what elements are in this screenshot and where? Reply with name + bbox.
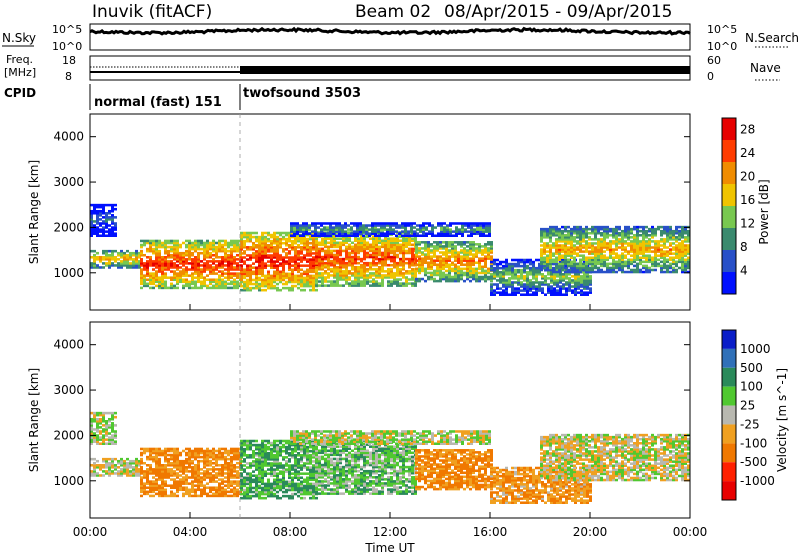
- nave-tick-top: 60: [707, 54, 721, 67]
- velocity-cbar-label: Velocity [m s^-1]: [775, 368, 789, 472]
- y-tick-label: 4000: [53, 130, 84, 144]
- velocity-colorbar-tick: -100: [740, 436, 767, 450]
- power-colorbar-swatch: [722, 206, 736, 228]
- cpid-segment-2: twofsound 3503: [243, 86, 361, 101]
- nsky-tick-bottom: 10^0: [52, 40, 82, 53]
- velocity-colorbar-tick: -25: [740, 417, 760, 431]
- velocity-colorbar-swatch: [722, 386, 736, 406]
- velocity-colorbar-swatch: [722, 367, 736, 387]
- freq-tick-top: 18: [62, 54, 76, 67]
- power-colorbar-tick: 20: [740, 170, 755, 184]
- nsky-tick-top: 10^5: [52, 23, 82, 36]
- velocity-colorbar-swatch: [722, 330, 736, 349]
- power-colorbar-tick: 4: [740, 264, 748, 278]
- nsky-trace: [89, 26, 691, 36]
- y-tick-label: 1000: [53, 474, 84, 488]
- velocity-colorbar-tick: 500: [740, 361, 763, 375]
- power-colorbar-tick: 28: [740, 123, 755, 137]
- velocity-colorbar-tick: 25: [740, 399, 755, 413]
- freq-unit: [MHz]: [4, 66, 36, 79]
- x-tick-label: 20:00: [573, 525, 608, 539]
- x-axis-label: Time UT: [364, 541, 415, 554]
- power-colorbar-swatch: [722, 140, 736, 162]
- cpid-label: CPID: [4, 86, 36, 100]
- velocity-colorbar-swatch: [722, 405, 736, 425]
- velocity-panel: 1000 2000 3000 4000 Slant Range [km] 1000 50…: [27, 304, 789, 554]
- nsearch-label: N.Search: [745, 31, 799, 45]
- velocity-colorbar-tick: 100: [740, 380, 763, 394]
- velocity-echoes: [90, 411, 690, 504]
- station-title: Inuvik (fitACF): [92, 2, 212, 22]
- power-colorbar-tick: 12: [740, 217, 755, 231]
- date-range: 08/Apr/2015 - 09/Apr/2015: [444, 2, 672, 22]
- freq-label: Freq.: [6, 53, 33, 66]
- power-colorbar-swatch: [722, 250, 736, 272]
- nsearch-tick-top: 10^5: [707, 23, 737, 36]
- nave-tick-bottom: 0: [707, 70, 714, 83]
- x-tick-label: 12:00: [373, 525, 408, 539]
- velocity-colorbar-swatch: [722, 348, 736, 368]
- power-colorbar-tick: 8: [740, 240, 748, 254]
- power-panel: 1000 2000 3000 4000 Slant Range [km] 4 8 12 16…: [27, 113, 771, 311]
- y-tick-label: 1000: [53, 266, 84, 280]
- x-tick-label: 00:00: [673, 525, 708, 539]
- power-colorbar-swatch: [722, 272, 736, 294]
- power-colorbar-swatch: [722, 162, 736, 184]
- freq-trace-twofsound: [240, 66, 690, 74]
- nsearch-tick-bottom: 10^0: [707, 40, 737, 53]
- nsky-panel: N.Sky 10^5 10^0 10^5 10^0 N.Search: [2, 23, 799, 53]
- y-tick-label: 2000: [53, 220, 84, 234]
- y-tick-label: 2000: [53, 428, 84, 442]
- power-colorbar-tick: 24: [740, 146, 755, 160]
- power-colorbar-swatch: [722, 118, 736, 140]
- power-echoes: [90, 203, 690, 296]
- velocity-ylabel: Slant Range [km]: [27, 368, 41, 472]
- velocity-colorbar-swatch: [722, 462, 736, 482]
- freq-panel: Freq. [MHz] 18 8 60 0 Nave: [4, 53, 781, 83]
- y-tick-label: 3000: [53, 175, 84, 189]
- y-tick-label: 3000: [53, 383, 84, 397]
- power-colorbar-swatch: [722, 184, 736, 206]
- velocity-colorbar-swatch: [722, 424, 736, 444]
- power-colorbar-swatch: [722, 228, 736, 250]
- velocity-colorbar-swatch: [722, 443, 736, 463]
- x-tick-label: 00:00: [73, 525, 108, 539]
- velocity-colorbar-tick: -500: [740, 455, 767, 469]
- cpid-segment-1: normal (fast) 151: [94, 95, 222, 110]
- x-tick-label: 08:00: [273, 525, 308, 539]
- power-ylabel: Slant Range [km]: [27, 160, 41, 264]
- cpid-panel: CPID normal (fast) 151 twofsound 3503: [4, 84, 361, 110]
- velocity-colorbar-tick: -1000: [740, 474, 775, 488]
- freq-tick-bottom: 8: [65, 70, 72, 83]
- y-tick-label: 4000: [53, 338, 84, 352]
- beam-label: Beam 02: [355, 2, 431, 22]
- velocity-colorbar-tick: 1000: [740, 342, 771, 356]
- power-colorbar-tick: 16: [740, 193, 755, 207]
- x-tick-label: 16:00: [473, 525, 508, 539]
- nsky-label: N.Sky: [2, 31, 36, 45]
- nave-label: Nave: [750, 61, 781, 75]
- velocity-colorbar-swatch: [722, 481, 736, 500]
- x-tick-label: 04:00: [173, 525, 208, 539]
- power-cbar-label: Power [dB]: [757, 179, 771, 244]
